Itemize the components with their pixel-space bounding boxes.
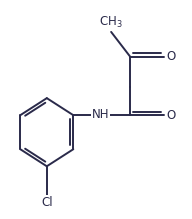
Text: NH: NH: [92, 108, 109, 121]
Text: Cl: Cl: [41, 196, 53, 208]
Text: O: O: [166, 50, 175, 63]
Text: CH$_3$: CH$_3$: [99, 15, 123, 30]
Text: O: O: [166, 109, 175, 122]
